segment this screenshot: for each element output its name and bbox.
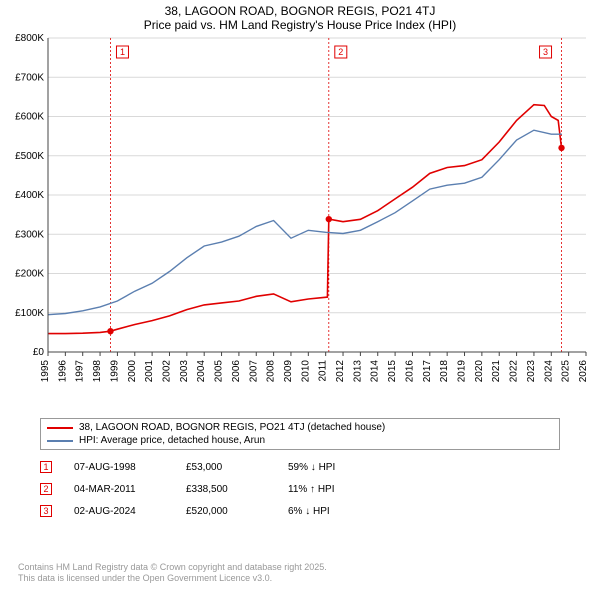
event-marker-num: 3: [543, 47, 548, 57]
x-tick-label: 2023: [526, 360, 537, 383]
events-table: 1 07-AUG-1998 £53,000 59% ↓ HPI 2 04-MAR-2011…: [40, 456, 580, 522]
legend-swatch: [47, 440, 73, 442]
y-tick-label: £800K: [15, 33, 44, 44]
event-marker: 3: [40, 505, 52, 517]
x-tick-label: 1996: [57, 360, 68, 383]
event-marker-num: 2: [338, 47, 343, 57]
legend-item: 38, LAGOON ROAD, BOGNOR REGIS, PO21 4TJ …: [47, 422, 553, 433]
sale-dot: [558, 145, 564, 151]
page-root: 38, LAGOON ROAD, BOGNOR REGIS, PO21 4TJ …: [0, 0, 600, 590]
chart-title: 38, LAGOON ROAD, BOGNOR REGIS, PO21 4TJ …: [0, 0, 600, 32]
x-tick-label: 2001: [144, 360, 155, 383]
x-tick-label: 1997: [75, 360, 86, 383]
x-tick-label: 2004: [196, 360, 207, 383]
x-tick-label: 2009: [283, 360, 294, 383]
chart-svg: £0 £100K £200K £300K £400K £500K £600K £700K £80…: [10, 32, 590, 412]
event-marker-num: 1: [120, 47, 125, 57]
x-tick-label: 2005: [214, 360, 225, 383]
x-tick-label: 2016: [404, 360, 415, 383]
x-tick-label: 1999: [109, 360, 120, 383]
x-tick-label: 2024: [543, 360, 554, 383]
x-tick-label: 1998: [92, 360, 103, 383]
legend-swatch: [47, 427, 73, 429]
y-tick-label: £200K: [15, 269, 44, 280]
legend-label: HPI: Average price, detached house, Arun: [79, 435, 265, 446]
x-tick-label: 2011: [318, 360, 329, 382]
x-tick-label: 2020: [474, 360, 485, 383]
event-delta: 11% ↑ HPI: [288, 484, 388, 495]
x-tick-label: 2018: [439, 360, 450, 383]
event-marker: 1: [40, 461, 52, 473]
x-tick-label: 2015: [387, 360, 398, 383]
legend-label: 38, LAGOON ROAD, BOGNOR REGIS, PO21 4TJ …: [79, 422, 385, 433]
event-date: 02-AUG-2024: [74, 506, 164, 517]
x-tick-label: 2003: [179, 360, 190, 383]
title-line-1: 38, LAGOON ROAD, BOGNOR REGIS, PO21 4TJ: [0, 4, 600, 18]
sale-dot: [107, 328, 113, 334]
sale-dot: [326, 216, 332, 222]
y-tick-label: £300K: [15, 229, 44, 240]
x-tick-label: 2008: [266, 360, 277, 383]
x-tick-label: 2013: [352, 360, 363, 383]
chart: £0 £100K £200K £300K £400K £500K £600K £700K £80…: [10, 32, 590, 412]
x-tick-label: 2022: [509, 360, 520, 383]
x-tick-label: 2002: [161, 360, 172, 383]
x-tick-label: 2007: [248, 360, 259, 383]
title-line-2: Price paid vs. HM Land Registry's House …: [0, 18, 600, 32]
x-tick-label: 2010: [300, 360, 311, 383]
y-tick-label: £700K: [15, 72, 44, 83]
y-tick-label: £100K: [15, 308, 44, 319]
event-delta: 6% ↓ HPI: [288, 506, 388, 517]
attribution-line-1: Contains HM Land Registry data © Crown c…: [18, 562, 327, 573]
x-tick-label: 2012: [335, 360, 346, 383]
event-marker: 2: [40, 483, 52, 495]
x-tick-label: 2025: [561, 360, 572, 383]
attribution-line-2: This data is licensed under the Open Gov…: [18, 573, 327, 584]
event-price: £53,000: [186, 462, 266, 473]
x-tick-label: 2019: [457, 360, 468, 383]
y-tick-label: £400K: [15, 190, 44, 201]
event-row: 2 04-MAR-2011 £338,500 11% ↑ HPI: [40, 478, 580, 500]
event-row: 3 02-AUG-2024 £520,000 6% ↓ HPI: [40, 500, 580, 522]
y-tick-label: £500K: [15, 151, 44, 162]
event-date: 04-MAR-2011: [74, 484, 164, 495]
legend: 38, LAGOON ROAD, BOGNOR REGIS, PO21 4TJ …: [40, 418, 560, 450]
event-price: £338,500: [186, 484, 266, 495]
chart-bg: [10, 32, 590, 412]
y-tick-label: £600K: [15, 112, 44, 123]
x-tick-label: 2000: [127, 360, 138, 383]
attribution: Contains HM Land Registry data © Crown c…: [18, 562, 327, 585]
x-tick-label: 2021: [491, 360, 502, 383]
x-tick-label: 2014: [370, 360, 381, 383]
x-tick-label: 2026: [578, 360, 589, 383]
event-row: 1 07-AUG-1998 £53,000 59% ↓ HPI: [40, 456, 580, 478]
x-tick-label: 1995: [40, 360, 51, 383]
event-price: £520,000: [186, 506, 266, 517]
x-tick-label: 2006: [231, 360, 242, 383]
event-date: 07-AUG-1998: [74, 462, 164, 473]
x-tick-label: 2017: [422, 360, 433, 383]
y-tick-label: £0: [33, 347, 45, 358]
event-delta: 59% ↓ HPI: [288, 462, 388, 473]
legend-item: HPI: Average price, detached house, Arun: [47, 435, 553, 446]
